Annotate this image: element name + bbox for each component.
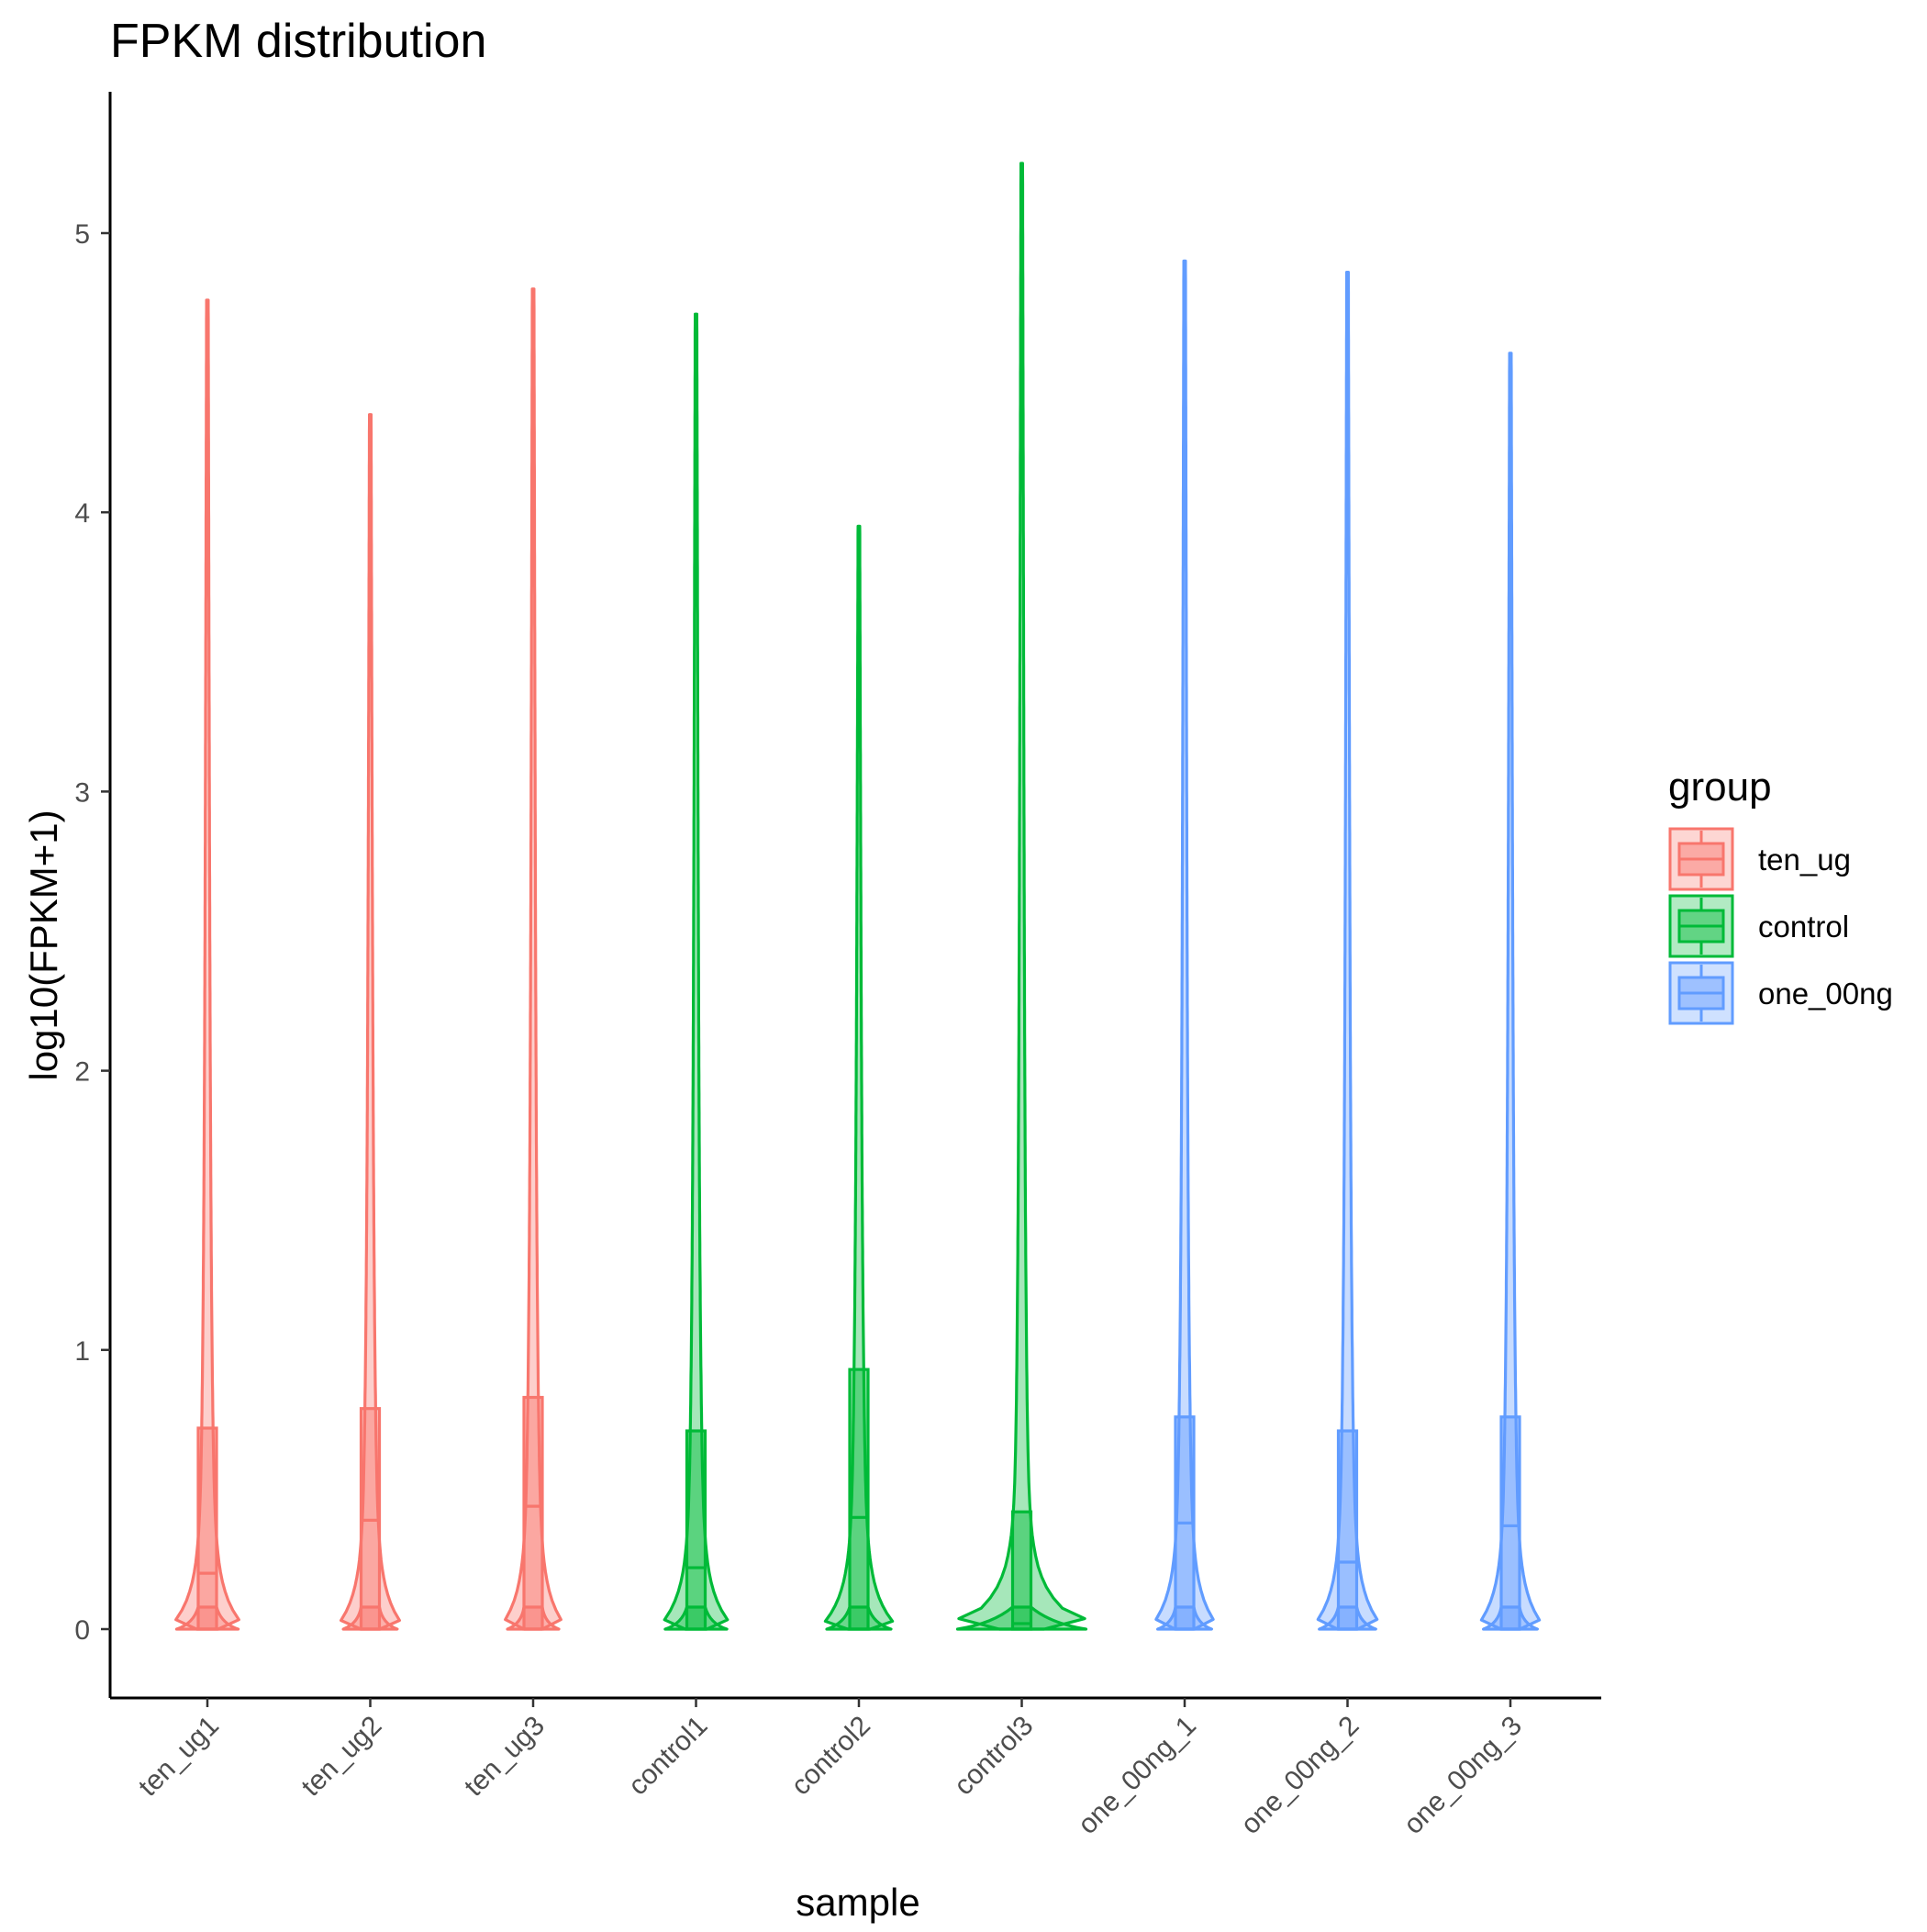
box xyxy=(522,1395,544,1631)
violin-body xyxy=(1479,352,1542,1631)
violin-body xyxy=(174,298,240,1631)
axes: 0 1 2 3 4 5 ten_ug1 ten_ug2 ten_ug3 control1 contr… xyxy=(74,92,1601,1840)
violin-one_00ng_1 xyxy=(1154,259,1215,1631)
x-tick-label: ten_ug1 xyxy=(133,1711,225,1803)
y-tick-label: 5 xyxy=(74,219,90,250)
violin-body xyxy=(1316,271,1379,1631)
violin-body xyxy=(1154,259,1215,1631)
violin-ten_ug3 xyxy=(504,287,563,1631)
violin-ten_ug2 xyxy=(340,413,401,1631)
violin-ten_ug1 xyxy=(174,298,240,1631)
box xyxy=(685,1429,707,1631)
violin-control1 xyxy=(663,312,730,1631)
legend-key-control xyxy=(1668,894,1734,958)
y-tick-label: 2 xyxy=(74,1057,90,1088)
box xyxy=(1010,1510,1033,1631)
violin-body xyxy=(823,524,895,1631)
x-tick-label: ten_ug2 xyxy=(295,1711,387,1803)
legend-label: ten_ug xyxy=(1758,843,1851,877)
y-axis-title: log10(FPKM+1) xyxy=(22,810,65,1080)
box xyxy=(1336,1429,1359,1631)
violin-control2 xyxy=(823,524,895,1631)
y-tick-label: 3 xyxy=(74,777,90,808)
legend-label: one_00ng xyxy=(1758,977,1893,1011)
y-tick-label: 1 xyxy=(74,1336,90,1367)
y-tick-label: 0 xyxy=(74,1615,90,1646)
plot-area xyxy=(174,162,1542,1631)
violin-control3 xyxy=(955,162,1088,1631)
x-tick-label: one_00ng_3 xyxy=(1398,1711,1528,1840)
legend-title: group xyxy=(1668,765,1772,810)
x-tick-label: one_00ng_2 xyxy=(1235,1711,1364,1840)
box xyxy=(1499,1415,1521,1631)
legend-label: control xyxy=(1758,910,1849,944)
x-tick-label: one_00ng_1 xyxy=(1073,1711,1202,1840)
x-axis-title: sample xyxy=(796,1881,919,1924)
x-tick-label: control1 xyxy=(623,1711,714,1802)
violin-body xyxy=(340,413,401,1631)
violin-one_00ng_2 xyxy=(1316,271,1379,1631)
violin-body xyxy=(663,312,730,1631)
legend-key-ten_ug xyxy=(1668,827,1734,891)
chart-title: FPKM distribution xyxy=(110,15,486,68)
violin-one_00ng_3 xyxy=(1479,352,1542,1631)
box xyxy=(196,1426,218,1631)
y-tick-label: 4 xyxy=(74,498,90,529)
violin-body xyxy=(504,287,563,1631)
legend-key-one_00ng xyxy=(1668,961,1734,1025)
violin-body xyxy=(957,162,1086,1631)
box xyxy=(848,1368,870,1631)
x-tick-label: control3 xyxy=(949,1711,1040,1802)
x-tick-label: control2 xyxy=(785,1711,876,1802)
x-tick-label: ten_ug3 xyxy=(459,1711,551,1803)
